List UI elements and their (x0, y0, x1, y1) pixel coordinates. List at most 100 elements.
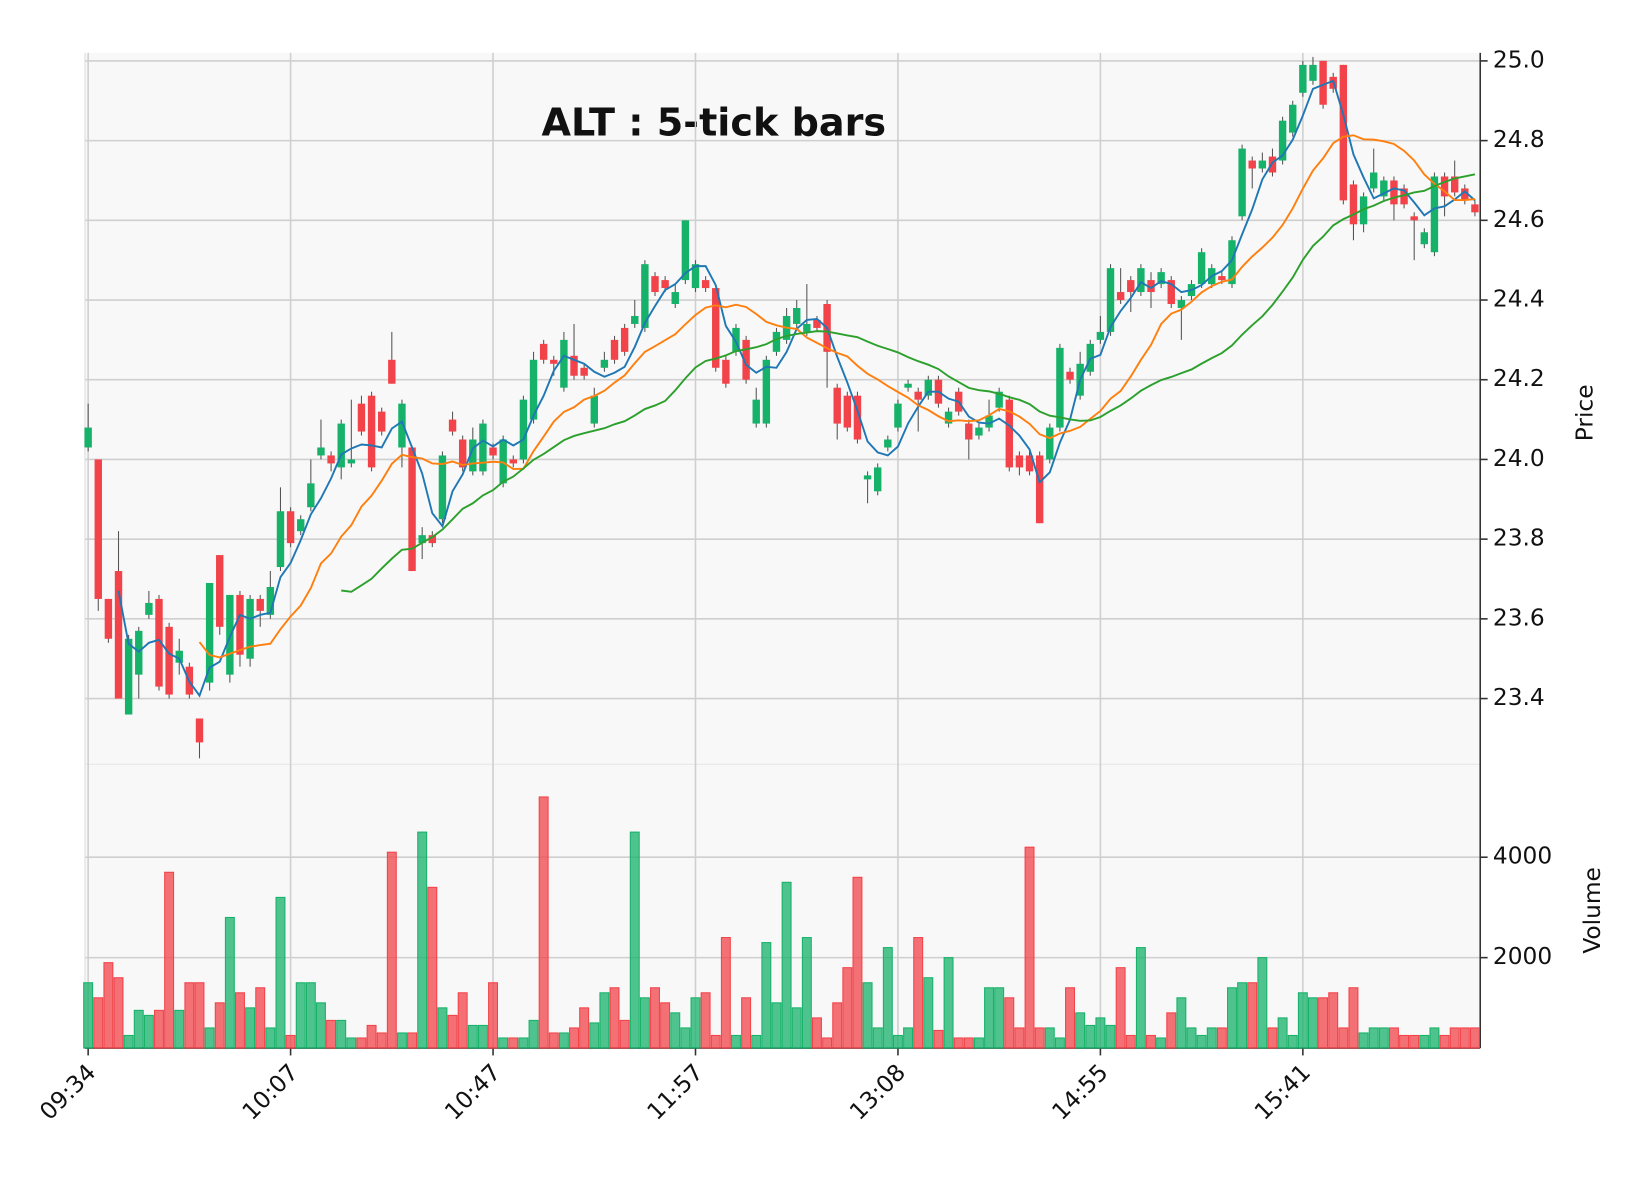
volume-bar (356, 1037, 367, 1049)
candle-body (1440, 176, 1449, 197)
volume-bar (1257, 957, 1268, 1049)
candle-body (499, 439, 507, 484)
candle-body (408, 447, 416, 572)
volume-bar (427, 886, 438, 1049)
volume-bar (1135, 947, 1146, 1049)
candle-body (1116, 292, 1125, 301)
candle-body (1218, 276, 1226, 281)
volume-bar (1065, 987, 1076, 1049)
volume-bar (953, 1037, 964, 1049)
candle-body (1390, 180, 1398, 205)
candle-body (1339, 64, 1348, 201)
candle-body (317, 447, 325, 456)
volume-bar (710, 1034, 721, 1049)
volume-bar (1348, 987, 1359, 1049)
candle-body (1299, 64, 1307, 93)
x-tick-label: 09:34 (35, 1059, 102, 1126)
candle-body (1096, 331, 1105, 340)
volume-bar (589, 1022, 600, 1049)
y-tick-label: 24.8 (1493, 126, 1545, 153)
candle-body (195, 718, 204, 743)
candle-body (266, 586, 275, 615)
volume-bar (214, 1002, 225, 1049)
candle-body (965, 423, 973, 440)
candle-body (1420, 232, 1429, 245)
volume-bar (1469, 1027, 1480, 1049)
candle-body (1349, 184, 1358, 225)
volume-bar (133, 1009, 144, 1049)
candle-body (570, 355, 578, 376)
candle-body (631, 315, 639, 324)
candle-body (924, 379, 933, 396)
y-tick-label: 23.6 (1493, 604, 1545, 631)
volume-bar (579, 1007, 590, 1049)
volume-bar (1409, 1034, 1420, 1049)
candle-body (641, 264, 649, 328)
candle-body (1450, 176, 1459, 193)
candle-body (84, 427, 92, 448)
candle-body (1289, 104, 1297, 133)
candle-body (995, 391, 1003, 408)
y-tick-label: 24.0 (1493, 445, 1545, 472)
candle-body (1248, 160, 1256, 169)
candle-body (813, 319, 821, 328)
volume-bar (508, 1037, 519, 1049)
volume-bar (437, 1007, 448, 1049)
volume-bar (811, 1017, 822, 1049)
volume-bar (1267, 1027, 1278, 1049)
candle-body (600, 359, 609, 368)
candle-body (722, 359, 730, 384)
candle-body (580, 367, 588, 376)
candle-body (489, 447, 497, 456)
y-tick-label: 24.4 (1493, 286, 1545, 313)
volume-bar (407, 1032, 418, 1049)
volume-bar (1105, 1024, 1116, 1049)
moving-average (341, 173, 1476, 593)
volume-bar (1146, 1034, 1156, 1049)
candle-body (297, 519, 305, 532)
volume-bar (538, 796, 549, 1049)
volume-bar (882, 947, 893, 1049)
volume-bar (1287, 1034, 1298, 1049)
candle-body (853, 395, 862, 440)
volume-bar (305, 982, 316, 1049)
volume-bar (761, 942, 772, 1049)
volume-bar (488, 982, 499, 1049)
volume-bar (1186, 1027, 1197, 1049)
x-tick-label: 10:07 (237, 1059, 304, 1126)
candle-body (1147, 280, 1155, 293)
candle-body (94, 459, 102, 599)
candle-body (944, 411, 953, 424)
candle-body (1370, 172, 1378, 189)
candle-body (145, 602, 153, 615)
volume-bar (93, 997, 104, 1049)
volume-bar (1125, 1034, 1136, 1049)
volume-bar (751, 1034, 762, 1049)
candle-body (1258, 160, 1267, 169)
volume-bar (700, 992, 711, 1049)
candle-body (398, 403, 406, 448)
x-tick-label: 13:08 (845, 1059, 912, 1126)
volume-bar (903, 1027, 914, 1049)
volume-bar (943, 957, 954, 1049)
volume-bar (791, 1007, 802, 1049)
candle-body (1197, 252, 1206, 285)
volume-bar (447, 1014, 458, 1049)
volume-bar (569, 1027, 580, 1049)
candle-body (246, 598, 254, 659)
candle-body (529, 359, 538, 420)
candle-body (560, 339, 568, 388)
candle-body (104, 598, 113, 639)
chart-title: ALT : 5-tick bars (542, 100, 887, 144)
volume-bar (1358, 1032, 1369, 1049)
volume-bar (336, 1019, 347, 1049)
volume-axis-label: Volume (1579, 867, 1606, 954)
volume-bar (396, 1032, 407, 1049)
volume-bar (376, 1032, 387, 1049)
candle-body (1400, 188, 1408, 205)
volume-bar (315, 1002, 326, 1049)
volume-bar (528, 1019, 539, 1049)
candle-body (256, 598, 264, 611)
volume-bar (1095, 1017, 1106, 1049)
candle-body (843, 395, 852, 428)
